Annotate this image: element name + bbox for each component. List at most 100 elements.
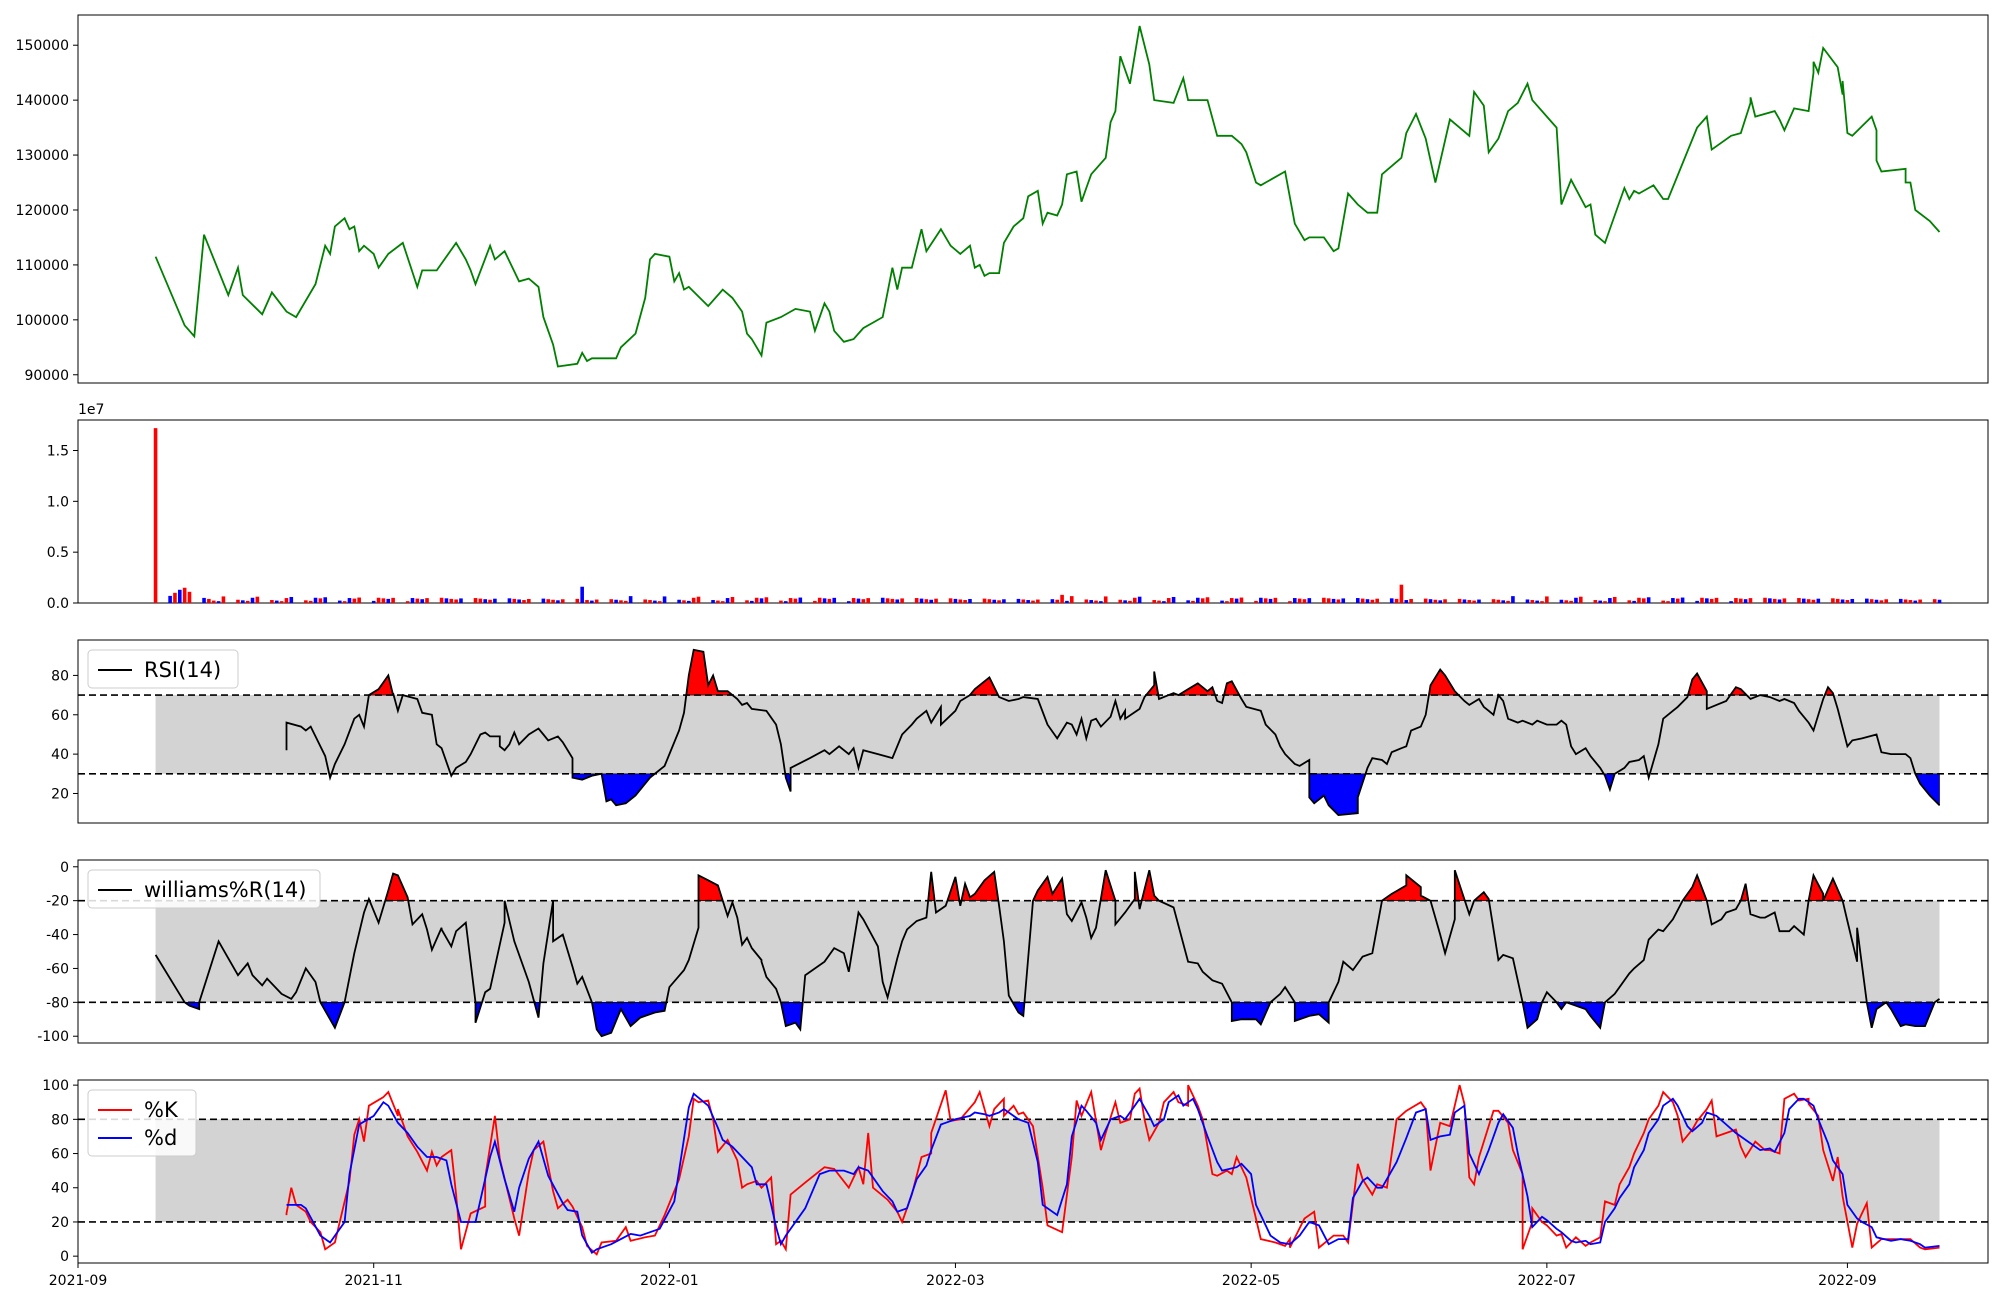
price-panel: 90000 100000 110000 120000 130000 140000 15000… xyxy=(16,14,1989,384)
price-ytick-label: 140000 xyxy=(16,93,69,109)
volume-bar xyxy=(1336,599,1341,603)
volume-bar xyxy=(793,598,798,603)
volume-bar xyxy=(948,598,953,603)
volume-bar xyxy=(1540,601,1544,603)
volume-bar xyxy=(153,428,158,603)
volume-bar xyxy=(716,600,720,603)
williams-legend-box xyxy=(87,869,321,909)
volume-bar xyxy=(1748,598,1753,603)
volume-bar xyxy=(1593,600,1598,603)
williams-ytick-label: -100 xyxy=(37,1029,69,1045)
volume-bar xyxy=(934,598,938,603)
volume-bar xyxy=(1642,598,1646,603)
volume-bar xyxy=(1734,598,1738,603)
volume-bar xyxy=(779,600,783,603)
volume-bar xyxy=(992,599,997,603)
volume-bar xyxy=(1292,598,1297,603)
volume-bar xyxy=(832,597,837,603)
volume-bar xyxy=(1196,597,1200,603)
volume-bar xyxy=(997,600,1001,603)
volume-bar xyxy=(827,598,832,603)
volume-bar xyxy=(861,599,866,603)
williams-ytick-label: -40 xyxy=(46,928,69,944)
volume-bar xyxy=(1166,598,1171,603)
volume-bar xyxy=(1467,600,1472,603)
volume-bar xyxy=(1874,599,1879,603)
volume-bar xyxy=(444,598,449,603)
volume-bar xyxy=(236,599,240,603)
volume-bar xyxy=(982,598,987,603)
volume-bar xyxy=(1302,599,1307,603)
xtick-label: 2022-07 xyxy=(1518,1273,1577,1289)
volume-bar xyxy=(682,600,686,603)
volume-bar xyxy=(900,598,904,603)
volume-bar xyxy=(517,599,521,603)
volume-bar xyxy=(880,597,885,603)
price-ytick-label: 90000 xyxy=(24,368,69,384)
volume-bar xyxy=(1355,598,1360,603)
price-axes-frame xyxy=(77,14,1989,384)
volume-bar xyxy=(594,599,599,603)
volume-bar xyxy=(1123,600,1127,603)
volume-bar xyxy=(1254,600,1258,603)
xtick-label: 2022-03 xyxy=(926,1273,985,1289)
volume-bar xyxy=(1491,599,1496,603)
williams-ytick-label: -80 xyxy=(46,995,69,1011)
volume-bar xyxy=(750,600,754,603)
williams-ytick-label: -60 xyxy=(46,961,69,977)
volume-bar xyxy=(439,597,444,603)
volume-bar xyxy=(1903,599,1908,603)
volume-bar xyxy=(885,598,890,603)
volume-bar xyxy=(1811,599,1816,603)
price-ytick-label: 100000 xyxy=(16,313,69,329)
volume-bar xyxy=(1268,598,1273,603)
volume-bar xyxy=(493,598,497,603)
volume-bar xyxy=(488,599,492,603)
volume-bar xyxy=(1937,599,1942,603)
volume-bar xyxy=(822,598,827,603)
volume-bar xyxy=(323,597,328,603)
volume-bar xyxy=(1229,598,1234,603)
xtick-label: 2021-11 xyxy=(344,1273,403,1289)
volume-bar xyxy=(1031,600,1035,603)
rsi-axes-frame xyxy=(77,639,1989,824)
volume-bar xyxy=(851,598,856,603)
volume-bar xyxy=(895,599,900,603)
volume-bar xyxy=(347,598,352,603)
volume-bar xyxy=(754,597,759,603)
volume-bar xyxy=(1162,601,1166,603)
volume-bar xyxy=(279,601,284,603)
volume-bar xyxy=(1850,598,1855,603)
volume-bar xyxy=(454,599,458,603)
stochastic-legend-label: %K xyxy=(144,1098,179,1122)
volume-bar xyxy=(1801,598,1806,603)
rsi-ytick-label: 60 xyxy=(51,708,69,724)
volume-bar xyxy=(405,601,410,603)
volume-bar xyxy=(289,596,294,603)
williams-line xyxy=(154,869,1941,1038)
volume-bar xyxy=(1099,601,1103,603)
volume-bar xyxy=(1530,600,1535,603)
volume-bar xyxy=(1133,597,1137,603)
volume-bar xyxy=(696,596,701,603)
volume-bar xyxy=(1763,597,1767,603)
volume-bar xyxy=(1205,597,1210,603)
stochastic-legend-box xyxy=(87,1089,197,1157)
williams-panel: -100 -80 -60 -40 -20 0 williams%R(14) xyxy=(37,859,1989,1045)
volume-bar xyxy=(1060,594,1064,603)
volume-bar xyxy=(1273,597,1278,603)
volume-bar xyxy=(1050,599,1055,603)
volume-bar xyxy=(1225,601,1229,603)
volume-bar xyxy=(1477,599,1481,603)
volume-bar xyxy=(1365,599,1370,603)
volume-bar xyxy=(1918,599,1922,603)
volume-bar xyxy=(1157,600,1161,603)
volume-bar xyxy=(1326,598,1331,603)
rsi-legend-label: RSI(14) xyxy=(144,658,221,682)
volume-bar xyxy=(1545,596,1549,603)
volume-bar xyxy=(357,597,361,603)
volume-bar xyxy=(866,598,870,603)
volume-bar xyxy=(1394,598,1399,603)
volume-bar xyxy=(963,600,967,603)
